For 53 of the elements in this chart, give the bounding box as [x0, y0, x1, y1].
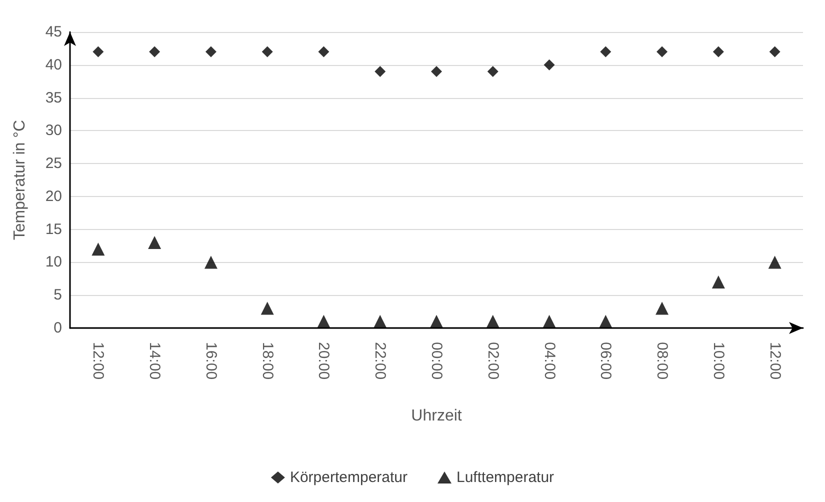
- x-tick-label: 04:00: [540, 342, 558, 380]
- x-tick-label: 20:00: [315, 342, 332, 380]
- point: [431, 66, 442, 77]
- point: [486, 314, 500, 328]
- x-tick-label: 00:00: [428, 342, 445, 380]
- y-tick-label: 5: [54, 286, 62, 304]
- y-tick-label: 15: [45, 220, 62, 238]
- point: [260, 302, 274, 315]
- x-tick-label: 10:00: [710, 342, 727, 380]
- y-tick-label: 30: [45, 122, 62, 140]
- point: [600, 46, 612, 58]
- x-axis-title: Uhrzeit: [411, 408, 462, 424]
- point: [768, 256, 782, 269]
- point: [262, 46, 273, 58]
- point: [374, 314, 387, 328]
- point: [599, 314, 612, 328]
- point: [656, 46, 668, 58]
- point: [149, 46, 160, 58]
- x-tick-label: 18:00: [258, 342, 276, 380]
- point: [204, 256, 218, 269]
- x-tick-label: 02:00: [484, 342, 502, 380]
- x-tick-label: 08:00: [654, 342, 671, 380]
- y-tick-label: 40: [45, 56, 62, 74]
- point: [712, 46, 724, 58]
- point: [148, 236, 162, 249]
- y-tick-label: 45: [45, 24, 62, 40]
- y-tick-label: 0: [54, 320, 62, 336]
- y-tick-label: 20: [45, 188, 62, 205]
- point: [374, 66, 386, 77]
- y-axis-title: Temperatur in °C: [12, 120, 28, 240]
- x-tick-label: 22:00: [372, 342, 389, 380]
- x-tick-label: 12:00: [766, 342, 784, 380]
- point: [92, 46, 104, 58]
- x-tick-label: 14:00: [146, 342, 164, 380]
- x-tick-label: 16:00: [202, 342, 220, 380]
- x-tick-label: 06:00: [597, 342, 614, 380]
- point: [487, 66, 498, 77]
- legend-label: Lufttemperatur: [456, 469, 554, 486]
- point: [205, 46, 216, 58]
- point: [318, 46, 330, 58]
- y-tick-label: 10: [45, 254, 62, 271]
- point: [542, 314, 556, 328]
- legend-label: Körpertemperatur: [290, 469, 408, 486]
- point: [92, 242, 105, 256]
- point: [769, 46, 780, 58]
- y-tick-label: 35: [45, 89, 62, 106]
- point: [544, 59, 555, 70]
- y-tick-label: 25: [45, 155, 62, 172]
- point: [656, 302, 669, 315]
- point: [317, 314, 330, 328]
- x-tick-label: 12:00: [90, 342, 107, 380]
- point: [712, 275, 725, 288]
- point: [430, 314, 443, 328]
